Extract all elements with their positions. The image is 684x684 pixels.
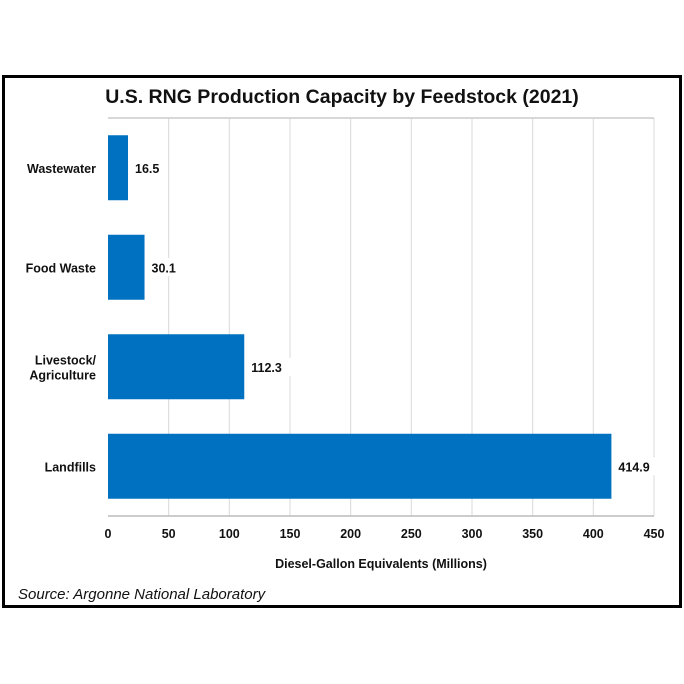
- data-label: 112.3: [251, 361, 282, 375]
- data-label: 16.5: [135, 162, 159, 176]
- x-tick-label: 350: [522, 527, 543, 541]
- category-label: Livestock/: [35, 353, 97, 367]
- data-label-background: [148, 258, 185, 277]
- data-label-background: [132, 158, 168, 177]
- x-tick-label: 450: [644, 527, 665, 541]
- source-note: Source: Argonne National Laboratory: [18, 586, 267, 603]
- category-label: Agriculture: [29, 368, 96, 382]
- bar: [108, 433, 612, 499]
- x-tick-label: 250: [401, 527, 422, 541]
- category-label: Food Waste: [26, 261, 96, 275]
- data-label: 414.9: [618, 460, 649, 474]
- x-tick-label: 400: [583, 527, 604, 541]
- bar: [108, 234, 145, 300]
- x-tick-label: 200: [340, 527, 361, 541]
- x-tick-label: 100: [219, 527, 240, 541]
- category-label: Wastewater: [27, 162, 96, 176]
- x-axis-label: Diesel-Gallon Equivalents (Millions): [275, 557, 487, 571]
- data-label: 30.1: [152, 261, 176, 275]
- x-tick-label: 150: [280, 527, 301, 541]
- x-tick-label: 0: [105, 527, 112, 541]
- category-label: Landfills: [45, 460, 96, 474]
- bar: [108, 135, 129, 201]
- x-tick-label: 50: [162, 527, 176, 541]
- data-label-background: [248, 357, 292, 376]
- data-label-background: [615, 457, 659, 476]
- x-tick-label: 300: [462, 527, 483, 541]
- chart-title: U.S. RNG Production Capacity by Feedstoc…: [105, 86, 579, 108]
- bar: [108, 334, 245, 400]
